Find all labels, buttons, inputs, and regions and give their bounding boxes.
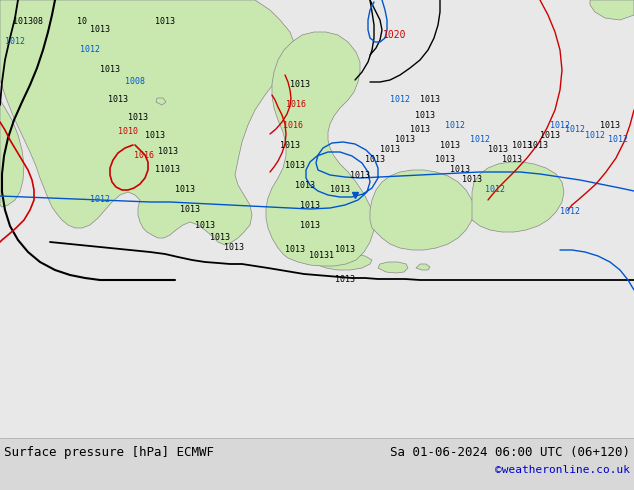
Text: 1013: 1013 xyxy=(450,166,470,174)
Text: 1013: 1013 xyxy=(335,245,355,254)
Text: 1012: 1012 xyxy=(550,121,570,129)
Polygon shape xyxy=(156,98,166,105)
Text: 1013: 1013 xyxy=(280,141,300,149)
Text: 1012: 1012 xyxy=(608,136,628,145)
Text: 1013: 1013 xyxy=(285,161,305,170)
Text: 1013: 1013 xyxy=(295,180,315,190)
Text: 1013: 1013 xyxy=(175,186,195,195)
Polygon shape xyxy=(416,264,430,270)
Text: 1013: 1013 xyxy=(512,141,532,149)
Text: 1013: 1013 xyxy=(410,125,430,134)
Text: 1013: 1013 xyxy=(100,66,120,74)
Text: 1013: 1013 xyxy=(90,25,110,34)
Text: 1016: 1016 xyxy=(286,100,306,109)
Text: 1012: 1012 xyxy=(90,196,110,204)
Text: 1013: 1013 xyxy=(380,146,400,154)
Text: 1012: 1012 xyxy=(5,38,25,47)
Text: 1013: 1013 xyxy=(420,96,440,104)
Text: 1013: 1013 xyxy=(540,130,560,140)
Text: 1013: 1013 xyxy=(158,147,178,156)
Text: 10131: 10131 xyxy=(309,250,335,260)
Text: 1013: 1013 xyxy=(145,130,165,140)
Text: 1012: 1012 xyxy=(80,46,100,54)
Polygon shape xyxy=(370,170,474,250)
Text: 1013: 1013 xyxy=(365,155,385,165)
Text: 1013: 1013 xyxy=(108,96,128,104)
Text: 1013: 1013 xyxy=(502,155,522,165)
Text: 1010: 1010 xyxy=(118,127,138,137)
Text: Surface pressure [hPa] ECMWF: Surface pressure [hPa] ECMWF xyxy=(4,445,214,459)
Text: 1012: 1012 xyxy=(445,121,465,129)
Text: 1013: 1013 xyxy=(600,121,620,129)
Text: 1012: 1012 xyxy=(585,130,605,140)
Text: 1013: 1013 xyxy=(440,141,460,149)
Text: 1013: 1013 xyxy=(210,234,230,243)
Polygon shape xyxy=(378,262,408,273)
Text: 1012: 1012 xyxy=(470,136,490,145)
Text: 1016: 1016 xyxy=(283,121,303,129)
Text: 1013: 1013 xyxy=(155,18,175,26)
Bar xyxy=(0,0,634,438)
Text: 1012: 1012 xyxy=(390,96,410,104)
Text: 1013: 1013 xyxy=(335,275,355,285)
Text: 1013: 1013 xyxy=(462,175,482,185)
Text: ©weatheronline.co.uk: ©weatheronline.co.uk xyxy=(495,465,630,475)
Text: 1013: 1013 xyxy=(290,80,310,90)
Polygon shape xyxy=(318,254,372,270)
Text: 1013: 1013 xyxy=(128,114,148,122)
Bar xyxy=(0,438,634,490)
Text: 1013: 1013 xyxy=(180,205,200,215)
Text: 1016: 1016 xyxy=(134,150,154,160)
Text: 1013: 1013 xyxy=(300,200,320,210)
Text: 1012: 1012 xyxy=(560,207,580,217)
Text: 1013: 1013 xyxy=(528,141,548,149)
Text: 1013: 1013 xyxy=(224,244,244,252)
Text: 10: 10 xyxy=(77,18,87,26)
Polygon shape xyxy=(266,32,374,266)
Text: 101308: 101308 xyxy=(13,18,43,26)
Text: 1013: 1013 xyxy=(415,111,435,120)
Text: 1013: 1013 xyxy=(330,186,350,195)
Text: 1008: 1008 xyxy=(125,77,145,87)
Text: 1013: 1013 xyxy=(435,155,455,165)
Text: 1013: 1013 xyxy=(488,146,508,154)
Polygon shape xyxy=(472,162,564,232)
Text: 1012: 1012 xyxy=(485,186,505,195)
Text: 1013: 1013 xyxy=(195,220,215,229)
Text: 1013: 1013 xyxy=(350,171,370,179)
Text: 1012: 1012 xyxy=(565,125,585,134)
Polygon shape xyxy=(0,100,24,207)
Text: 1020: 1020 xyxy=(383,30,407,40)
Text: 1013: 1013 xyxy=(285,245,305,254)
Text: 1013: 1013 xyxy=(300,220,320,229)
Polygon shape xyxy=(0,0,295,245)
Text: Sa 01-06-2024 06:00 UTC (06+120): Sa 01-06-2024 06:00 UTC (06+120) xyxy=(390,445,630,459)
Text: 11013: 11013 xyxy=(155,166,181,174)
Text: 1013: 1013 xyxy=(395,136,415,145)
Polygon shape xyxy=(590,0,634,20)
